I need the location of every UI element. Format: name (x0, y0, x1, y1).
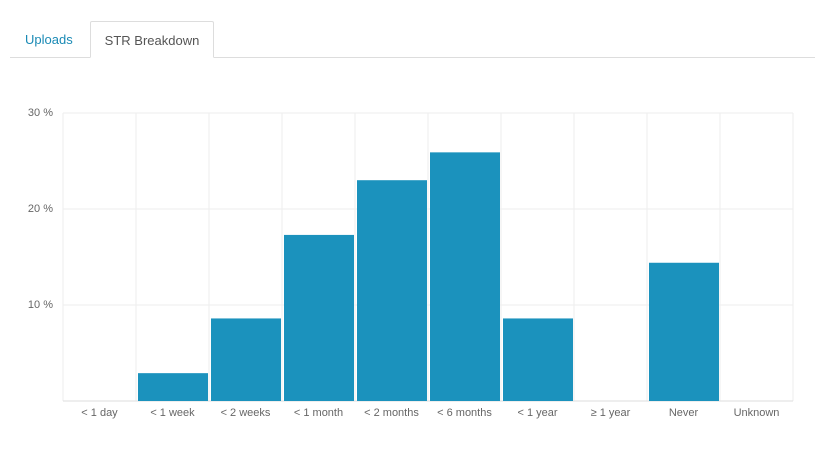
x-tick-label: < 2 weeks (221, 407, 271, 419)
x-tick-label: < 1 year (517, 407, 557, 419)
tab-active[interactable]: STR Breakdown (90, 21, 214, 58)
bar (649, 262, 719, 401)
x-tick-label: ≥ 1 year (591, 407, 631, 419)
bar (211, 318, 281, 401)
x-tick-label: Never (669, 407, 699, 419)
bar (284, 234, 354, 401)
y-tick-label: 10 % (28, 299, 53, 311)
x-tick-label: < 1 month (294, 407, 343, 419)
x-tick-label: < 6 months (437, 407, 492, 419)
bar (357, 180, 427, 401)
x-tick-label: < 2 months (364, 407, 419, 419)
tab-bar: Uploads STR Breakdown (10, 21, 815, 58)
x-tick-label: < 1 week (150, 407, 195, 419)
y-tick-label: 30 % (28, 107, 53, 119)
x-tick-label: < 1 day (81, 407, 118, 419)
bar (138, 373, 208, 401)
bar (503, 318, 573, 401)
tab[interactable]: Uploads (25, 32, 73, 47)
y-tick-label: 20 % (28, 203, 53, 215)
x-tick-label: Unknown (734, 407, 780, 419)
bar (430, 152, 500, 401)
